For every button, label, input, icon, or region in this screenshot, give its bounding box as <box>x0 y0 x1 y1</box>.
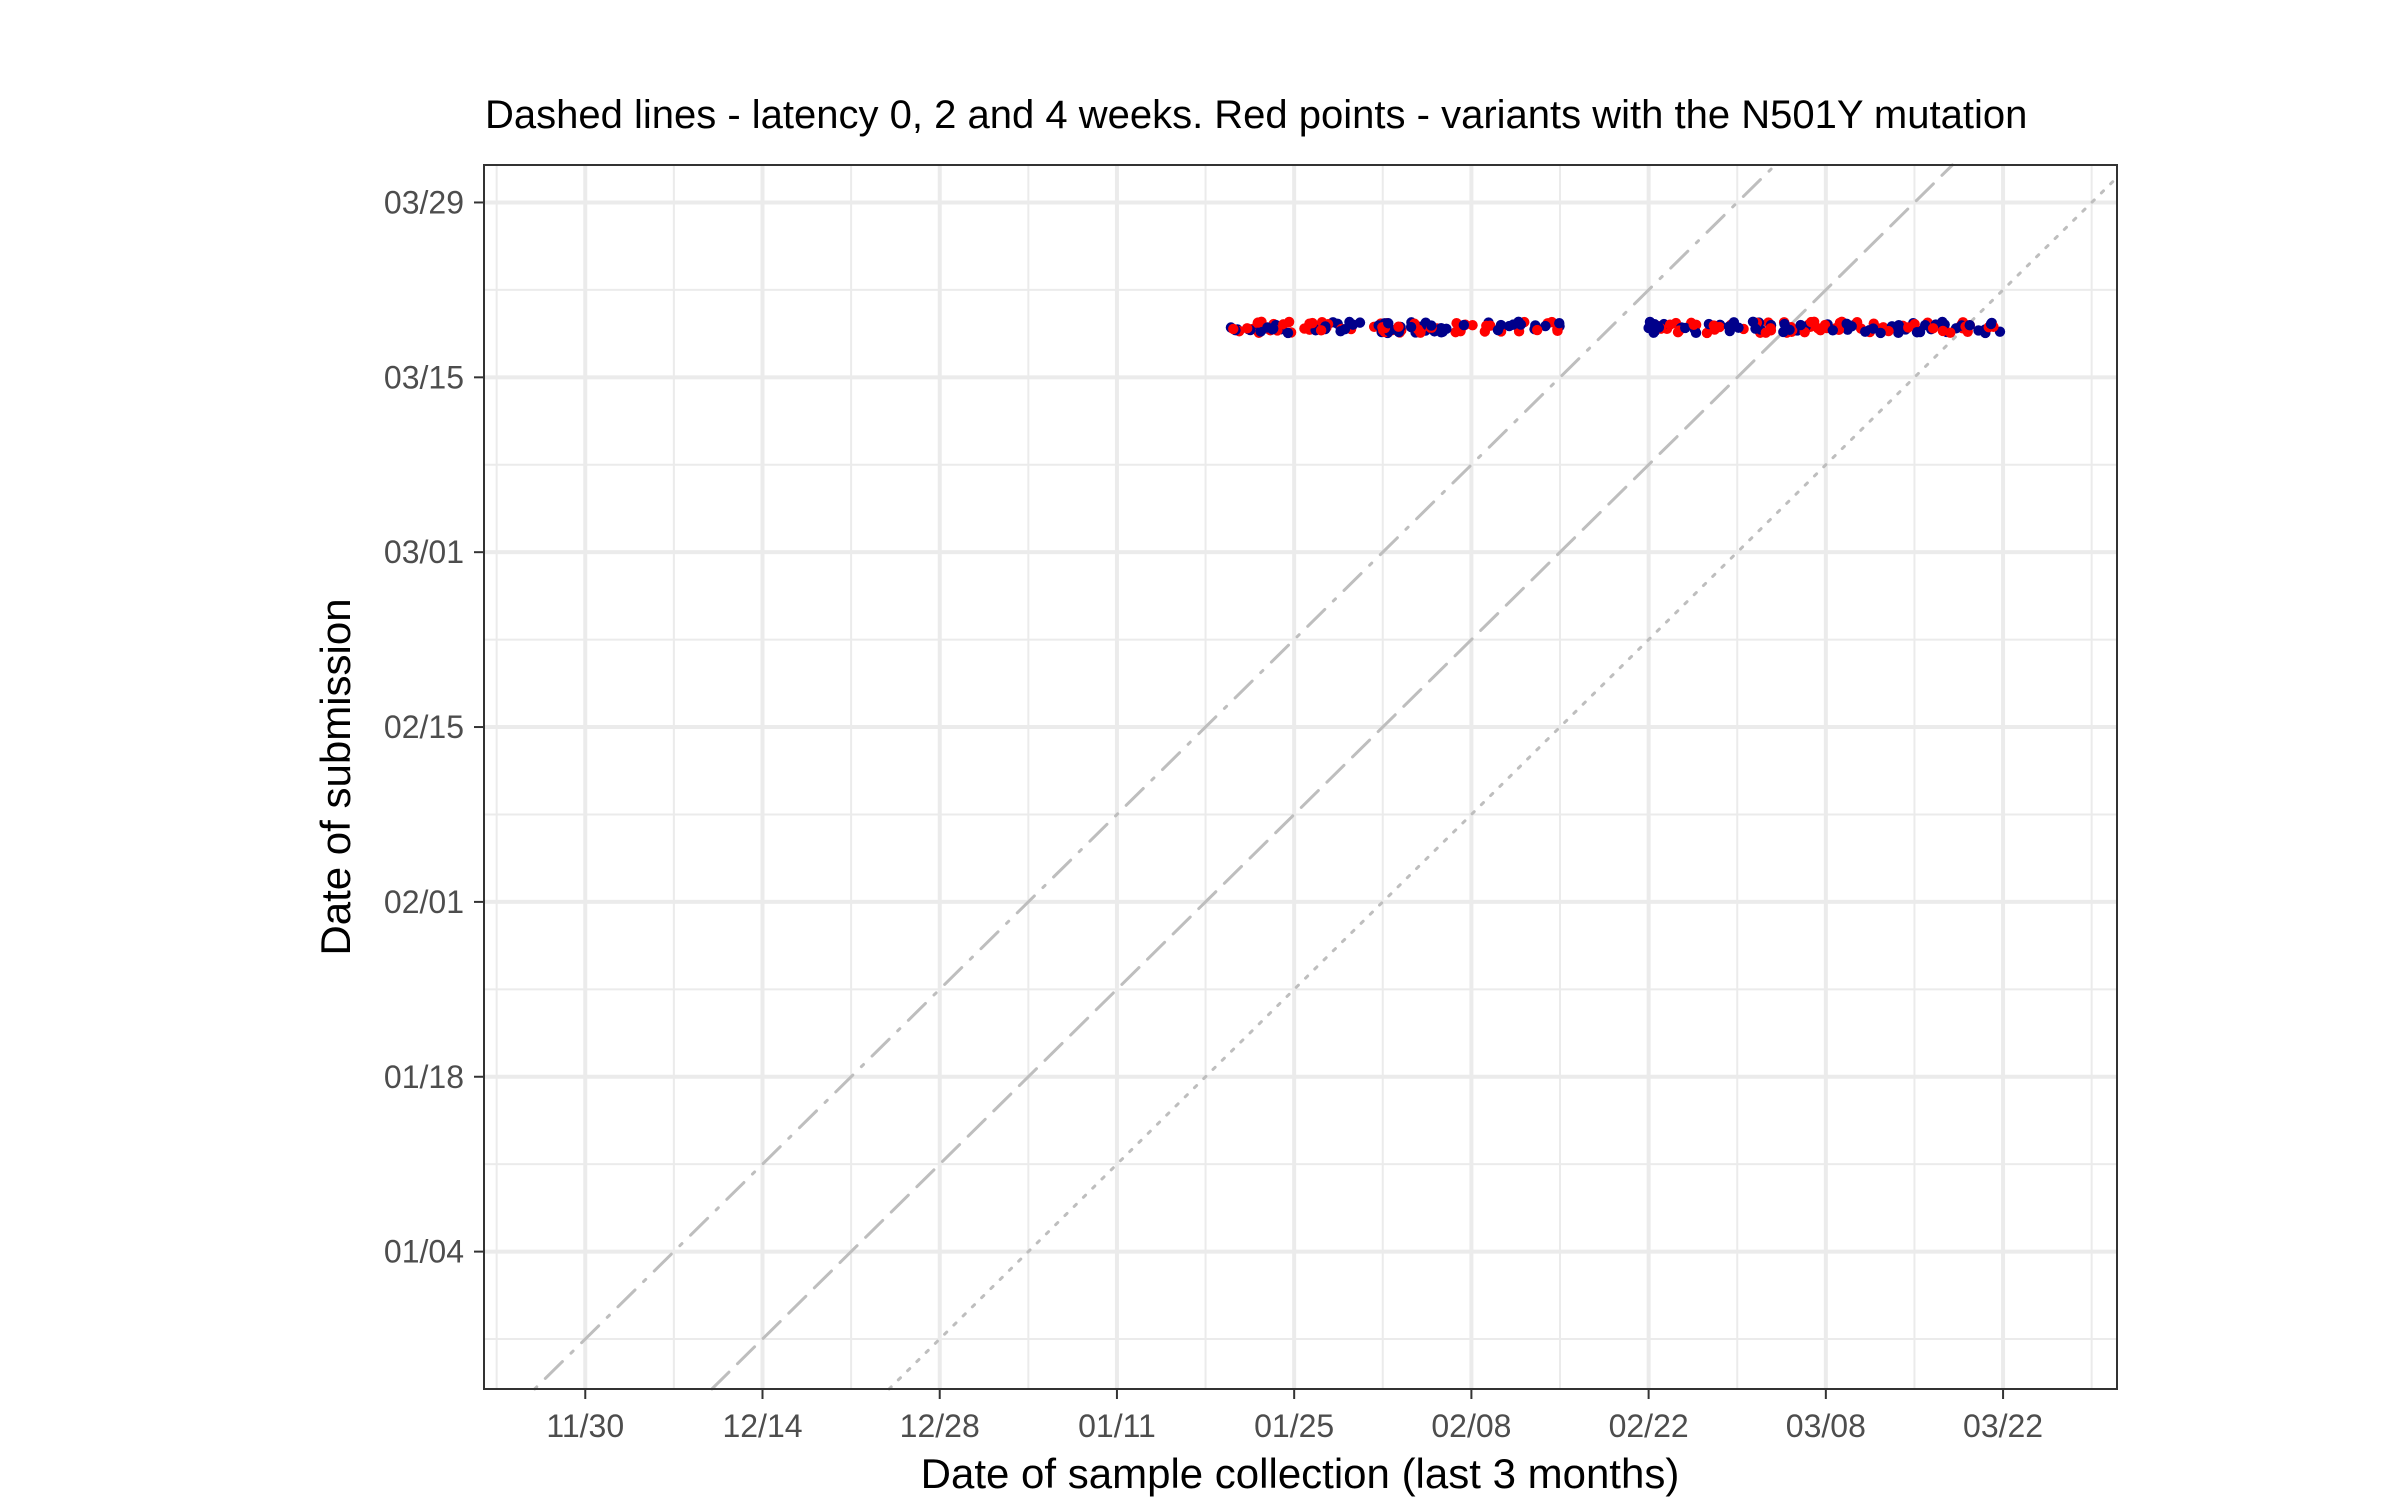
y-tick-label: 01/18 <box>384 1059 464 1095</box>
major-gridlines <box>484 165 2117 1389</box>
other-variant-point <box>1911 327 1923 338</box>
n501y-point <box>1708 320 1720 331</box>
n501y-point <box>1688 319 1699 330</box>
y-tick-label: 03/15 <box>384 359 464 395</box>
other-variant-point <box>1973 325 1984 336</box>
n501y-point <box>1393 321 1404 332</box>
x-tick-label: 02/22 <box>1609 1408 1689 1444</box>
y-axis-title: Date of submission <box>312 598 359 955</box>
n501y-point <box>1903 322 1914 333</box>
n501y-point <box>1819 319 1831 331</box>
n501y-point <box>1228 323 1239 335</box>
n501y-point <box>1765 323 1776 334</box>
minor-gridlines <box>484 165 2117 1389</box>
other-variant-point <box>1458 319 1470 331</box>
n501y-point <box>1532 324 1543 336</box>
other-variant-point <box>1383 318 1394 329</box>
other-variant-point <box>1405 321 1417 333</box>
n501y-point <box>1664 319 1676 330</box>
latency-line-0-weeks <box>887 175 2119 1391</box>
other-variant-point <box>1554 317 1565 329</box>
y-tick-label: 02/15 <box>384 709 464 745</box>
other-variant-point <box>1347 319 1359 330</box>
other-variant-point <box>1339 324 1351 335</box>
data-points <box>1225 316 2006 339</box>
n501y-point <box>1485 320 1496 331</box>
other-variant-point <box>1964 320 1975 331</box>
n501y-point <box>1283 316 1295 328</box>
other-variant-point <box>1846 321 1857 332</box>
other-variant-point <box>1680 322 1691 334</box>
other-variant-point <box>1653 322 1665 333</box>
y-tick-label: 03/01 <box>384 534 464 570</box>
n501y-point <box>1241 323 1253 334</box>
other-variant-point <box>1985 318 1997 330</box>
y-axis: 01/04 01/18 02/01 02/15 03/01 03/15 03/29 <box>384 184 484 1270</box>
n501y-point <box>1307 317 1318 329</box>
other-variant-point <box>1644 316 1656 328</box>
other-variant-point <box>1859 326 1871 337</box>
other-variant-point <box>1690 327 1702 339</box>
other-variant-point <box>1747 316 1759 327</box>
other-variant-point <box>1723 321 1735 332</box>
y-tick-label: 02/01 <box>384 884 464 920</box>
other-variant-point <box>1515 319 1527 330</box>
chart-title: Dashed lines - latency 0, 2 and 4 weeks.… <box>485 93 2027 137</box>
latency-reference-lines <box>533 163 2119 1391</box>
other-variant-point <box>1441 323 1452 335</box>
other-variant-point <box>1868 323 1879 334</box>
y-tick-label: 03/29 <box>384 184 464 220</box>
other-variant-point <box>1827 325 1839 336</box>
x-tick-label: 11/30 <box>546 1408 624 1444</box>
other-variant-point <box>1262 322 1273 333</box>
latency-line-4-weeks <box>533 163 1777 1391</box>
other-variant-point <box>1795 319 1806 331</box>
other-variant-point <box>1492 324 1504 336</box>
x-axis: 11/30 12/14 12/28 01/11 01/25 02/08 02/22 03/08… <box>546 1389 2043 1444</box>
n501y-point <box>1805 316 1817 328</box>
other-variant-point <box>1893 319 1905 331</box>
other-variant-point <box>1282 327 1294 339</box>
n501y-point <box>1315 325 1327 336</box>
n501y-point <box>1450 326 1461 338</box>
x-tick-label: 01/25 <box>1254 1408 1334 1444</box>
latency-line-2-weeks <box>710 163 1954 1391</box>
n501y-point <box>1883 325 1894 337</box>
n501y-point <box>1467 319 1478 331</box>
x-tick-label: 02/08 <box>1431 1408 1511 1444</box>
panel-background <box>484 165 2117 1389</box>
other-variant-point <box>1540 320 1551 332</box>
other-variant-point <box>1426 320 1437 331</box>
panel-border <box>483 164 2118 1390</box>
x-tick-label: 12/14 <box>722 1408 802 1444</box>
x-tick-label: 01/11 <box>1078 1408 1156 1444</box>
x-axis-title: Date of sample collection (last 3 months… <box>921 1450 1680 1497</box>
x-tick-label: 12/28 <box>900 1408 980 1444</box>
other-variant-point <box>1778 326 1789 338</box>
other-variant-point <box>1893 327 1904 339</box>
x-tick-label: 03/08 <box>1786 1408 1866 1444</box>
y-tick-label: 01/04 <box>384 1234 464 1270</box>
n501y-point <box>1927 323 1939 334</box>
x-tick-label: 03/22 <box>1963 1408 2043 1444</box>
n501y-point <box>1945 327 1956 338</box>
